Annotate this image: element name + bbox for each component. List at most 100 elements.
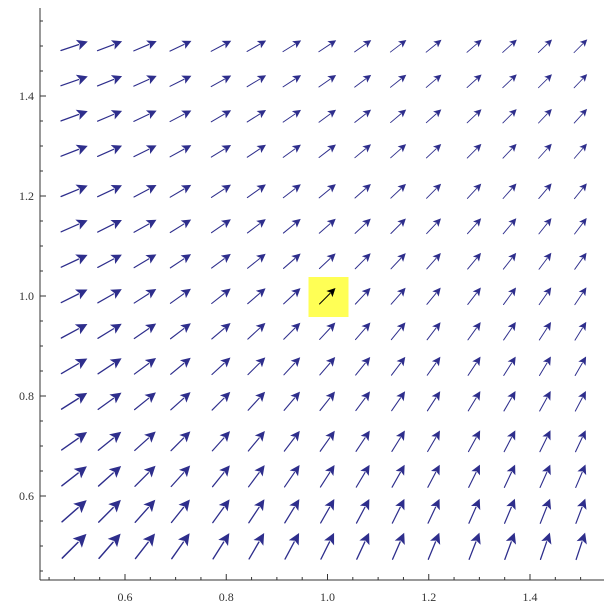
- field-arrow-head: [220, 357, 231, 368]
- field-arrow-shaft: [133, 293, 150, 304]
- field-arrow-head: [432, 218, 441, 227]
- field-arrow: [133, 145, 157, 158]
- field-arrow: [502, 39, 517, 53]
- field-arrow: [466, 183, 482, 199]
- field-arrow-head: [181, 145, 192, 154]
- field-arrow-shaft: [283, 327, 296, 340]
- field-arrow-shaft: [427, 437, 437, 453]
- field-arrow: [97, 254, 122, 269]
- field-arrow-head: [75, 184, 88, 195]
- field-arrow-shaft: [282, 148, 296, 158]
- field-arrow-shaft: [247, 397, 260, 411]
- field-arrow-head: [325, 464, 335, 477]
- field-arrow-head: [577, 464, 587, 476]
- field-arrow-head: [181, 110, 192, 119]
- field-arrow-shaft: [355, 362, 366, 376]
- field-arrow: [247, 253, 266, 269]
- field-arrow-shaft: [210, 188, 225, 198]
- field-arrow-head: [362, 218, 371, 228]
- field-arrow-shaft: [60, 397, 79, 410]
- x-tick-label: 0.6: [118, 590, 133, 604]
- field-arrow-head: [579, 74, 588, 82]
- field-arrow-head: [473, 109, 482, 118]
- field-arrow-shaft: [426, 362, 437, 376]
- field-arrow-shaft: [60, 223, 80, 233]
- field-arrow-head: [579, 39, 588, 47]
- field-arrow-shaft: [134, 541, 149, 560]
- field-arrow: [283, 465, 300, 488]
- field-arrow-head: [145, 219, 157, 229]
- field-arrow-shaft: [169, 258, 185, 269]
- field-arrow-head: [543, 287, 552, 297]
- field-arrow-shaft: [574, 397, 583, 412]
- field-arrow-head: [145, 323, 157, 334]
- field-arrow: [355, 464, 370, 488]
- field-arrow: [170, 357, 191, 375]
- field-arrow: [211, 253, 231, 269]
- field-arrow-shaft: [212, 541, 225, 560]
- field-arrow-head: [291, 288, 301, 298]
- field-arrow-shaft: [573, 148, 584, 159]
- highlighted-arrow-shaft: [319, 292, 331, 305]
- field-arrow-shaft: [319, 327, 331, 340]
- field-arrow: [467, 391, 481, 412]
- field-arrow-head: [75, 74, 88, 85]
- field-arrow-head: [433, 74, 442, 83]
- field-arrow-head: [220, 323, 231, 333]
- field-arrow-head: [178, 465, 191, 478]
- field-arrow-shaft: [575, 436, 583, 453]
- field-arrow-head: [290, 322, 301, 333]
- field-arrow-head: [509, 39, 517, 48]
- field-arrow-head: [431, 391, 441, 402]
- field-arrow-shaft: [134, 437, 150, 452]
- field-arrow-shaft: [502, 222, 513, 235]
- field-arrow: [389, 39, 407, 53]
- field-arrow-head: [180, 288, 191, 299]
- field-arrow-shaft: [246, 113, 261, 123]
- field-arrow-shaft: [133, 362, 150, 375]
- field-arrow-shaft: [425, 43, 437, 53]
- field-arrow: [96, 110, 123, 122]
- field-arrow-shaft: [390, 362, 402, 376]
- field-arrow-shaft: [211, 437, 225, 452]
- field-arrow-shaft: [169, 43, 185, 52]
- field-arrow-shaft: [503, 397, 513, 412]
- field-arrow-shaft: [504, 541, 512, 561]
- field-arrow: [247, 430, 265, 452]
- field-arrow: [96, 75, 123, 87]
- field-arrow: [246, 144, 266, 158]
- highlight-square: [308, 277, 349, 317]
- field-arrow-shaft: [97, 258, 115, 269]
- field-arrow: [210, 110, 232, 123]
- field-arrow-head: [181, 40, 192, 49]
- field-arrow: [247, 391, 266, 411]
- field-arrow-head: [180, 323, 191, 333]
- field-arrow: [60, 219, 88, 233]
- field-arrow: [426, 253, 441, 270]
- field-arrow-head: [256, 184, 266, 193]
- field-arrow-shaft: [133, 258, 150, 269]
- field-arrow: [97, 323, 122, 339]
- field-arrow-head: [291, 109, 302, 118]
- field-arrow: [573, 108, 588, 124]
- field-arrow-head: [505, 532, 517, 545]
- field-arrow-head: [179, 357, 191, 368]
- field-arrow-shaft: [426, 257, 437, 270]
- highlighted-arrow-head: [326, 288, 336, 298]
- field-arrow: [169, 145, 192, 158]
- field-arrow-shaft: [283, 437, 296, 452]
- field-arrow-shaft: [97, 188, 115, 198]
- field-arrow-head: [472, 391, 481, 401]
- field-arrow: [503, 287, 517, 306]
- field-arrow-shaft: [318, 257, 331, 270]
- field-arrow-shaft: [211, 258, 225, 269]
- field-arrow-head: [577, 498, 587, 510]
- field-arrow-head: [291, 218, 301, 228]
- field-arrow: [467, 356, 481, 376]
- field-arrow-head: [578, 356, 587, 366]
- field-arrow-shaft: [466, 148, 478, 159]
- field-arrow-head: [219, 465, 230, 477]
- field-arrow: [467, 430, 481, 453]
- field-arrow-shaft: [538, 222, 548, 235]
- field-arrow-head: [432, 287, 441, 297]
